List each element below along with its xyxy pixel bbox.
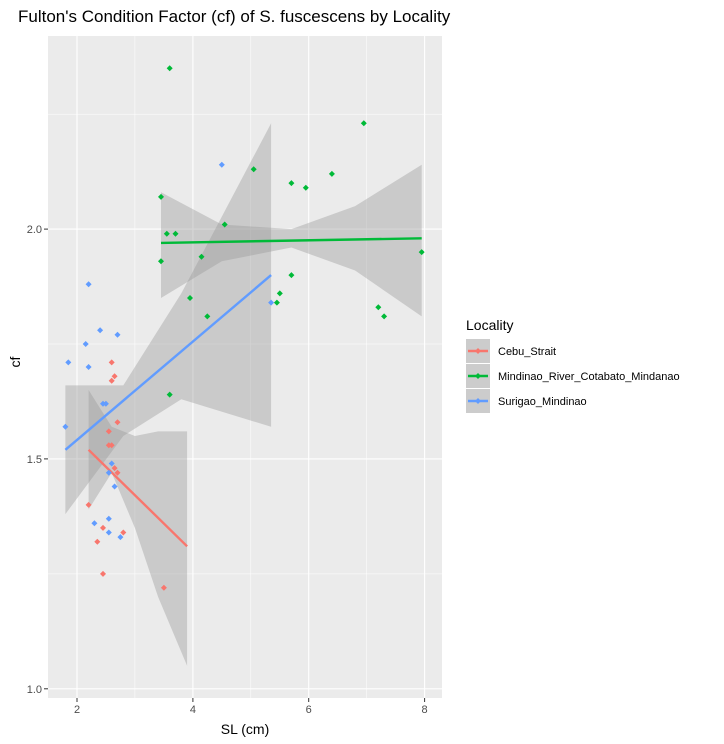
x-axis-title: SL (cm) [221,721,269,737]
legend: Locality Cebu_Strait Mindinao_River_Cotab… [466,317,680,413]
legend-label: Surigao_Mindinao [498,396,587,408]
chart-title: Fulton's Condition Factor (cf) of S. fus… [18,7,451,26]
x-axis-ticks: 2 4 6 8 [74,698,428,716]
legend-title: Locality [466,317,513,333]
x-tick-label: 2 [74,704,80,716]
y-axis-ticks: 1.0 1.5 2.0 [27,224,48,696]
x-tick-label: 8 [422,704,428,716]
legend-label: Cebu_Strait [498,346,556,358]
y-tick-label: 2.0 [27,224,42,236]
legend-label: Mindinao_River_Cotabato_Mindanao [498,371,680,383]
x-tick-label: 6 [306,704,312,716]
y-tick-label: 1.0 [27,684,42,696]
y-axis-title: cf [7,356,23,367]
x-tick-label: 4 [190,704,196,716]
y-tick-label: 1.5 [27,454,42,466]
